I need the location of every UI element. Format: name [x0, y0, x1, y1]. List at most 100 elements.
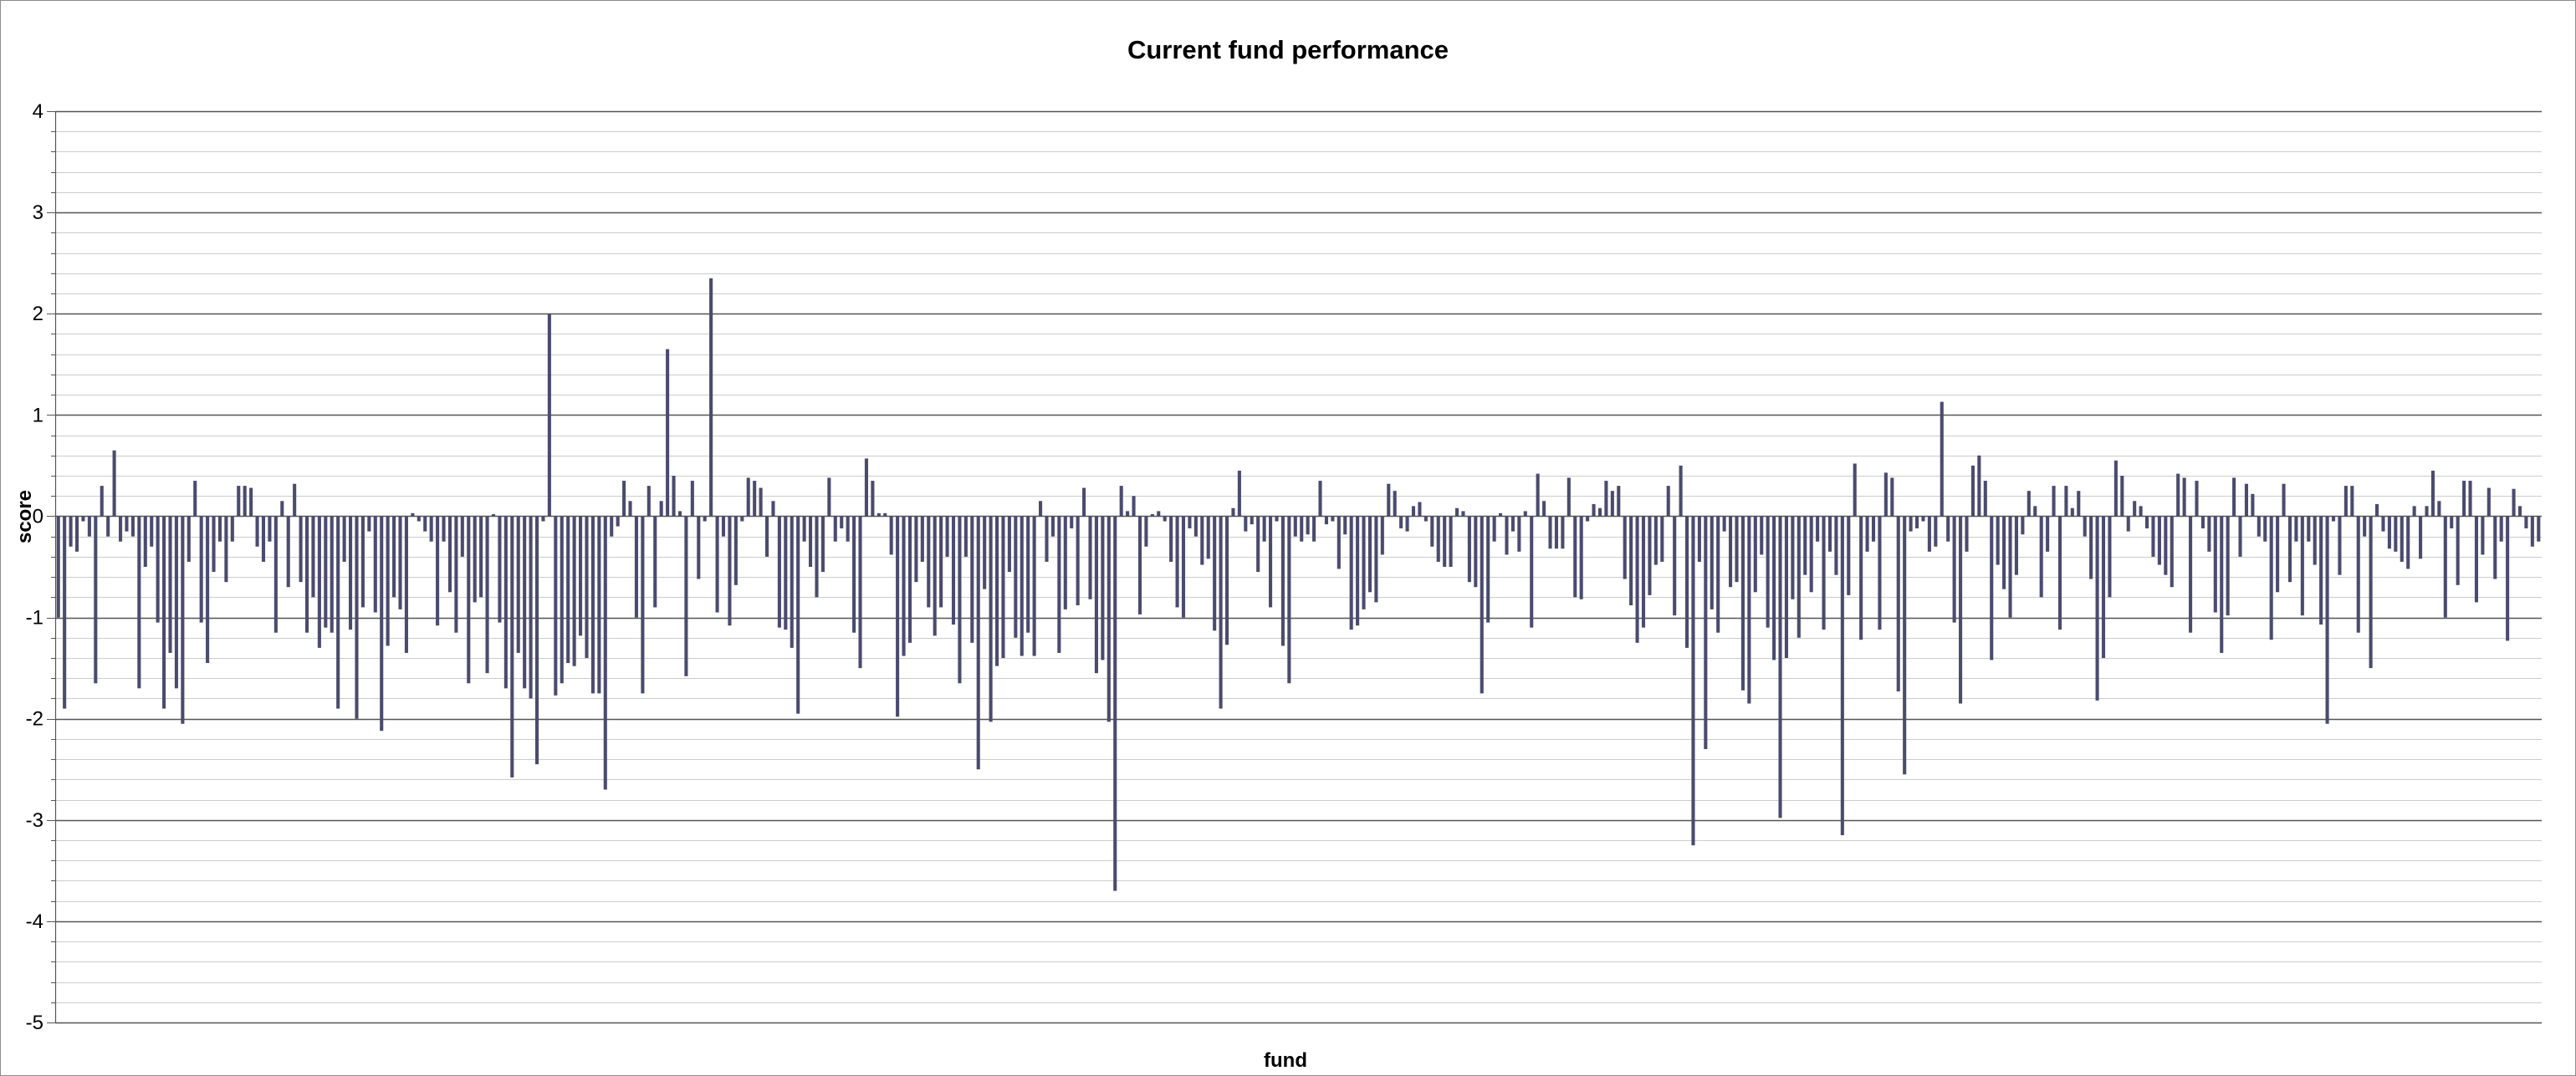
bar: [1256, 516, 1260, 573]
bar: [958, 516, 962, 684]
bar: [429, 516, 433, 542]
bar: [516, 516, 520, 653]
bar: [1903, 516, 1907, 775]
bar: [541, 516, 545, 522]
bar: [454, 516, 458, 633]
bar: [1840, 516, 1844, 835]
bar: [1393, 491, 1397, 517]
bar: [2077, 491, 2081, 517]
bar: [2089, 516, 2093, 579]
bar: [994, 516, 999, 666]
bar: [360, 516, 365, 608]
bar: [2430, 470, 2435, 517]
bar: [690, 481, 694, 517]
bar: [666, 349, 670, 517]
bar: [2338, 516, 2342, 575]
y-axis: -5 -4 -3 -2 -1 0 1 2 3 4: [26, 100, 57, 1034]
bar: [224, 516, 228, 583]
bar: [1871, 516, 1876, 542]
bar: [2101, 516, 2106, 658]
bar: [1629, 516, 1633, 606]
bar: [907, 516, 912, 643]
bar: [2356, 516, 2360, 633]
bar: [1443, 516, 1447, 567]
bar: [217, 516, 222, 542]
bar: [2046, 516, 2050, 552]
bar: [130, 516, 135, 537]
bar: [1200, 516, 1204, 565]
bar: [1144, 516, 1148, 547]
bar: [1816, 516, 1820, 542]
y-tick-label: -1: [26, 607, 43, 630]
bar: [1349, 516, 1353, 630]
bar: [1430, 516, 1434, 547]
bar: [2294, 516, 2298, 542]
bar: [498, 516, 502, 623]
bar: [641, 516, 645, 694]
bar: [616, 516, 620, 527]
bar: [69, 516, 73, 547]
bar: [56, 516, 60, 618]
bar: [889, 516, 893, 555]
bar: [1952, 516, 1956, 623]
bar: [2057, 516, 2062, 630]
bar: [2387, 516, 2391, 549]
bar: [2064, 486, 2068, 517]
bar: [174, 516, 178, 689]
bar: [1418, 502, 1422, 517]
bar: [1374, 516, 1378, 603]
bar: [1132, 496, 1136, 517]
bar: [1213, 516, 1217, 631]
bar: [268, 516, 272, 542]
bar: [355, 516, 359, 719]
bar: [1454, 507, 1459, 517]
bar: [2226, 516, 2230, 616]
bar: [479, 516, 483, 598]
bar: [442, 516, 446, 542]
bar: [2307, 516, 2311, 542]
bar: [1181, 516, 1186, 618]
bar: [1356, 516, 1360, 626]
bar: [1536, 473, 1540, 517]
bar: [342, 516, 346, 562]
bar: [970, 516, 974, 643]
bar: [1306, 516, 1310, 535]
bar: [1474, 516, 1478, 588]
bar: [1405, 516, 1409, 532]
bar: [2008, 516, 2012, 618]
bar: [1505, 516, 1509, 555]
bar: [1927, 516, 1931, 552]
bar: [1510, 516, 1515, 532]
chart-title: Current fund performance: [1127, 35, 1449, 64]
bar: [1007, 516, 1011, 573]
bar: [2419, 516, 2423, 559]
bar: [585, 516, 589, 658]
bar: [1970, 465, 1975, 517]
bar: [989, 516, 993, 722]
bar: [2021, 516, 2025, 535]
bar: [784, 516, 788, 630]
bar: [976, 516, 980, 770]
bar: [1169, 516, 1173, 562]
bar: [106, 516, 110, 537]
bar: [293, 483, 297, 517]
bar: [137, 516, 141, 689]
bar: [1193, 516, 1198, 537]
bar: [81, 516, 85, 522]
bar: [2524, 516, 2528, 528]
bar: [398, 516, 402, 609]
bar: [2512, 488, 2516, 517]
y-tick-label: 0: [33, 505, 43, 528]
bar: [1293, 516, 1297, 537]
bar: [63, 516, 67, 709]
bar: [1592, 503, 1596, 517]
bar: [1300, 516, 1304, 542]
bar: [1896, 516, 1900, 691]
bar: [249, 487, 253, 517]
bar: [2144, 516, 2149, 528]
bar: [1691, 516, 1695, 846]
bar: [2139, 506, 2143, 517]
bar: [2263, 516, 2267, 542]
bar: [2481, 516, 2485, 555]
bar: [1921, 516, 1925, 522]
